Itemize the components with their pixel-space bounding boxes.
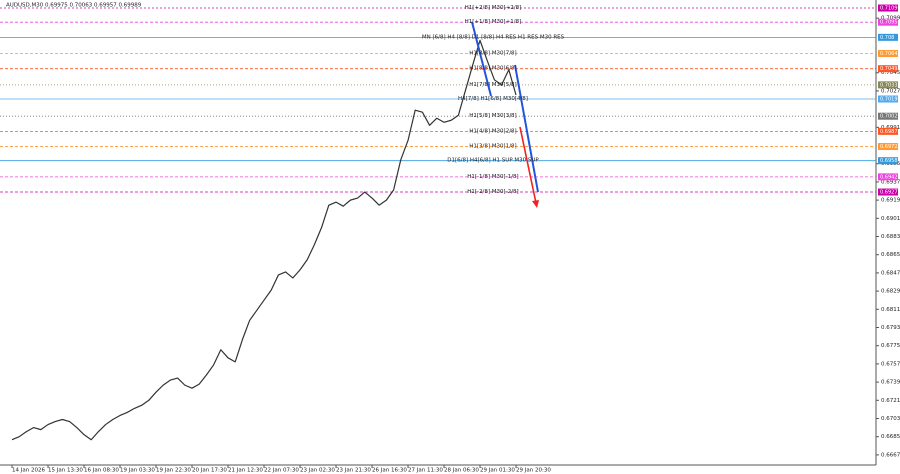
level-label: H1[-2/8] M30[-2/8] bbox=[467, 189, 518, 195]
price-tag-label: 0.7064 bbox=[880, 51, 898, 57]
price-tag-label: 0.7019 bbox=[880, 97, 898, 103]
plot bbox=[0, 7, 876, 441]
price-tag bbox=[878, 81, 898, 89]
forecast-line bbox=[471, 21, 492, 97]
x-tick-label: 20 Jan 17:30 bbox=[192, 468, 227, 474]
level-label: H4[7/8] H1[6/8] M30[4/8] bbox=[458, 96, 528, 102]
x-tick-label: 28 Jan 06:30 bbox=[444, 468, 479, 474]
price-tag bbox=[878, 18, 898, 26]
price-tag bbox=[878, 4, 898, 12]
level-label: H1[7/8] M30[5/8] bbox=[469, 82, 516, 88]
forecast-arrows bbox=[471, 21, 539, 208]
price-tag bbox=[878, 157, 898, 165]
price-tag-label: 0.7109 bbox=[880, 6, 898, 12]
chart-title: AUDUSD,M30 0.69975 0.70063 0.69957 0.699… bbox=[6, 3, 142, 9]
x-tick-label: 29 Jan 01:30 bbox=[480, 468, 515, 474]
price-tag bbox=[878, 143, 898, 151]
price-tag-label: 0.7095 bbox=[880, 20, 898, 26]
x-tick-label: 16 Jan 08:30 bbox=[84, 468, 119, 474]
level-label: D1[6/8] H4[6/8] H1 SUP M30 SUP bbox=[447, 158, 539, 164]
forecast-line bbox=[514, 64, 539, 193]
price-tag-label: 0.708 bbox=[880, 35, 894, 41]
level-label: MN [6/8] H4 [8/8] D1 [8/8] H4 RES H1 RES… bbox=[422, 34, 565, 40]
price-tag bbox=[878, 112, 898, 120]
price-tag-label: 0.6942 bbox=[880, 174, 898, 180]
price-tag bbox=[878, 127, 898, 135]
level-label: H1[+1/8] M30[+1/8] bbox=[465, 19, 522, 25]
level-label: H1[5/8] M30[3/8] bbox=[469, 113, 516, 119]
price-tag-label: 0.7049 bbox=[880, 66, 898, 72]
price-tag-label: 0.6987 bbox=[880, 129, 898, 135]
price-tag bbox=[878, 95, 898, 103]
price-tag-label: 0.6958 bbox=[880, 158, 898, 164]
price-tag bbox=[878, 188, 898, 196]
price-tag bbox=[878, 33, 898, 41]
x-tick-label: 21 Jan 12:30 bbox=[228, 468, 263, 474]
price-tag-label: 0.6972 bbox=[880, 144, 898, 150]
x-tick-label: 29 Jan 20:30 bbox=[516, 468, 551, 474]
level-label: H1[-1/8] M30[-1/8] bbox=[467, 174, 518, 180]
price-tag bbox=[878, 50, 898, 58]
price-tag-label: 0.7033 bbox=[880, 82, 898, 88]
price-tag bbox=[878, 65, 898, 73]
level-label: H1[3/8] M30[1/8] bbox=[469, 144, 516, 150]
price-line bbox=[11, 39, 517, 441]
x-tick-label: 23 Jan 02:30 bbox=[300, 468, 335, 474]
x-tick-label: 23 Jan 21:30 bbox=[336, 468, 371, 474]
x-tick-label: 14 Jan 2026 bbox=[12, 468, 45, 474]
x-tick-label: 15 Jan 13:30 bbox=[48, 468, 83, 474]
x-tick-label: 27 Jan 11:30 bbox=[408, 468, 443, 474]
y-tick-label: 0.70990 bbox=[881, 16, 900, 22]
x-tick-label: 19 Jan 22:30 bbox=[156, 468, 191, 474]
arrow-head bbox=[532, 200, 539, 208]
x-tick-label: 22 Jan 07:30 bbox=[264, 468, 299, 474]
x-tick-label: 26 Jan 16:30 bbox=[372, 468, 407, 474]
x-tick-label: 19 Jan 03:30 bbox=[120, 468, 155, 474]
level-label: H1[4/8] M30[2/8] bbox=[469, 128, 516, 134]
level-label: H1[8/8] M30[6/8] bbox=[469, 66, 516, 72]
forecast-arrow bbox=[519, 126, 537, 204]
price-tag-label: 0.6927 bbox=[880, 190, 898, 196]
price-tag bbox=[878, 173, 898, 181]
level-label: H1[8/8] M30[7/8] bbox=[469, 51, 516, 57]
price-tag-label: 0.7002 bbox=[880, 114, 898, 120]
level-label: H1[+2/8] M30[+2/8] bbox=[465, 5, 522, 11]
